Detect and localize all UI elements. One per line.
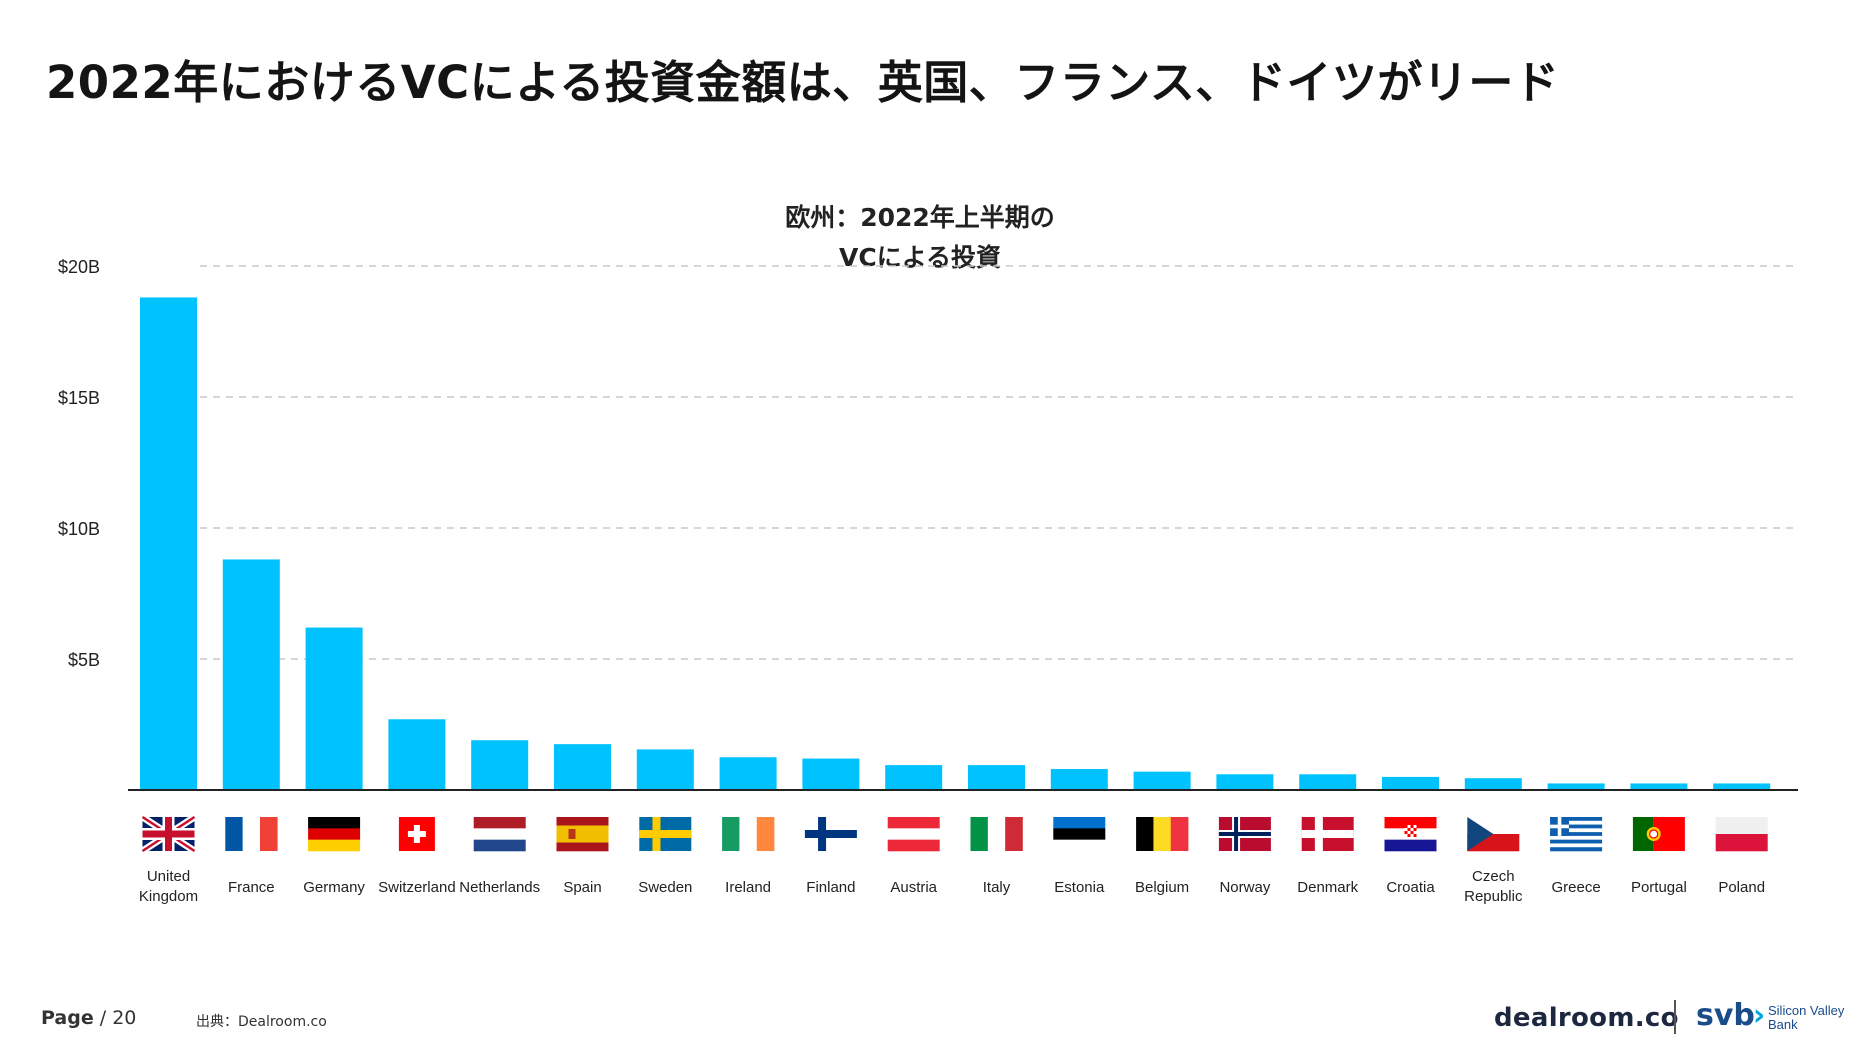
- x-category-label: Austria: [890, 879, 937, 896]
- y-tick-label: $15B: [58, 388, 100, 408]
- chart-title: 欧州：2022年上半期の VCによる投資: [700, 198, 1140, 278]
- svb-name-line2: Bank: [1768, 1017, 1798, 1032]
- x-category-label: Poland: [1718, 879, 1765, 896]
- bar-austria: [885, 765, 943, 790]
- flag-finland-icon: [804, 817, 857, 851]
- bar-belgium: [1133, 771, 1191, 790]
- svb-bank-name: Silicon Valley Bank: [1768, 1004, 1860, 1032]
- flag-uk-icon: [140, 814, 197, 854]
- x-category-label: Germany: [303, 879, 365, 896]
- flag-norway-icon: [1218, 817, 1271, 851]
- flag-france-icon: [225, 817, 278, 851]
- svb-logo: svb›: [1696, 998, 1765, 1033]
- bar-united-kingdom: [140, 297, 197, 790]
- flag-italy-icon: [970, 817, 1023, 851]
- bar-portugal: [1630, 783, 1688, 790]
- bar-croatia: [1382, 776, 1439, 790]
- bar-denmark: [1299, 774, 1357, 790]
- x-category-label: Finland: [806, 879, 855, 896]
- bar-layer: [140, 297, 1771, 790]
- page-label: Page: [41, 1007, 94, 1029]
- flag-germany-icon: [308, 817, 361, 852]
- label-layer: United Kingdom France Germany Switzerland Net…: [139, 868, 1765, 905]
- flag-greece-icon: [1550, 817, 1603, 852]
- bar-italy: [968, 765, 1025, 790]
- slide-title: 2022年におけるVCによる投資金額は、英国、フランス、ドイツがリード: [46, 56, 1560, 109]
- flag-belgium-icon: [1136, 817, 1189, 851]
- flag-austria-icon: [887, 817, 940, 852]
- dealroom-logo: dealroom.co: [1494, 1003, 1679, 1033]
- y-tick-label: $5B: [68, 650, 100, 670]
- flag-ireland-icon: [722, 817, 775, 851]
- y-tick-label: $20B: [58, 257, 100, 277]
- x-category-label: Norway: [1219, 879, 1270, 896]
- bar-estonia: [1050, 769, 1108, 790]
- flag-spain-icon: [556, 817, 609, 852]
- x-category-label: Switzerland: [378, 879, 456, 896]
- bar-poland: [1713, 783, 1771, 790]
- bar-germany: [305, 627, 363, 790]
- svb-logo-text: svb: [1696, 998, 1755, 1033]
- svb-chevron-icon: ›: [1752, 998, 1766, 1033]
- bar-czech-republic: [1464, 778, 1522, 790]
- axis-layer: $5B $10B $15B $20B: [58, 257, 1798, 791]
- flag-croatia-icon: [1384, 817, 1437, 852]
- y-tick-label: $10B: [58, 519, 100, 539]
- chart-title-line2: VCによる投資: [839, 243, 1001, 272]
- svb-name-line1: Silicon Valley: [1768, 1003, 1845, 1018]
- x-category-label: Sweden: [638, 879, 692, 896]
- x-category-label: Belgium: [1135, 879, 1189, 896]
- flag-layer: [140, 814, 1768, 854]
- x-category-label: Croatia: [1386, 879, 1435, 896]
- flag-denmark-icon: [1301, 817, 1354, 851]
- bar-sweden: [636, 749, 694, 790]
- chart-title-line1: 欧州：2022年上半期の: [785, 203, 1055, 232]
- bar-finland: [802, 758, 860, 790]
- x-category-label: Netherlands: [459, 879, 540, 896]
- grid-layer: [200, 265, 1793, 660]
- bar-ireland: [719, 757, 777, 790]
- flag-poland-icon: [1715, 817, 1768, 852]
- x-category-label: France: [228, 879, 275, 896]
- x-category-label: Greece: [1551, 879, 1600, 896]
- bar-spain: [554, 744, 611, 790]
- page-indicator: Page / 20: [41, 1007, 136, 1029]
- bar-switzerland: [388, 719, 446, 790]
- bar-norway: [1216, 774, 1274, 790]
- x-category-label: Spain: [563, 879, 601, 896]
- bar-netherlands: [471, 740, 529, 790]
- x-category-label: Czech Republic: [1464, 868, 1523, 905]
- flag-portugal-icon: [1632, 817, 1685, 851]
- x-category-label: United Kingdom: [139, 868, 198, 905]
- flag-netherlands-icon: [473, 817, 526, 852]
- logo-divider: [1674, 1000, 1676, 1034]
- bar-france: [222, 559, 280, 790]
- bar-chart: $5B $10B $15B $20B United Kingdom France Germa…: [58, 257, 1798, 905]
- flag-estonia-icon: [1053, 817, 1106, 852]
- page-number: / 20: [99, 1007, 137, 1029]
- flag-switzerland-icon: [398, 817, 435, 851]
- x-category-label: Italy: [983, 879, 1011, 896]
- flag-sweden-icon: [639, 817, 692, 851]
- x-category-label: Portugal: [1631, 879, 1687, 896]
- x-category-label: Estonia: [1054, 879, 1105, 896]
- source-note: 出典：Dealroom.co: [196, 1014, 327, 1030]
- x-category-label: Denmark: [1297, 879, 1358, 896]
- x-category-label: Ireland: [725, 879, 771, 896]
- flag-czech-icon: [1467, 817, 1520, 852]
- bar-greece: [1547, 783, 1605, 790]
